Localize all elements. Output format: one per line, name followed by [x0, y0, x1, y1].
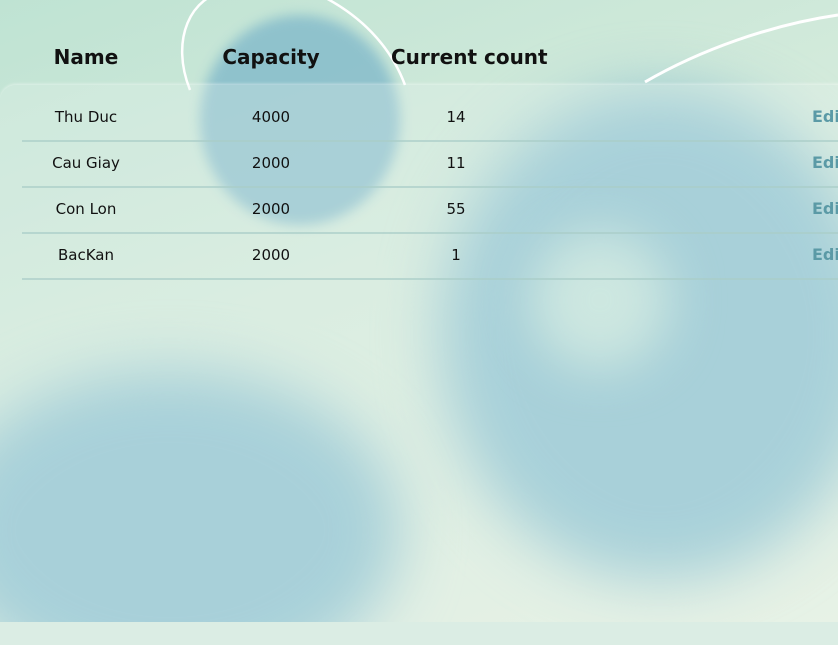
table-cell: 11	[446, 154, 466, 172]
blob	[200, 15, 400, 225]
table-cell: 2000	[251, 200, 291, 218]
table-cell: 1	[451, 246, 461, 264]
column-header: Current count	[391, 45, 548, 69]
table-panel	[0, 85, 838, 645]
decor-lines	[180, 0, 838, 91]
table-cell: BacKan	[57, 246, 114, 264]
table-cell: 4000	[251, 108, 291, 126]
table-cell: Con Lon	[55, 200, 117, 218]
table-row: Cau Giay 2000 11 Edit	[22, 140, 838, 188]
blob	[530, 230, 670, 370]
table-cell: Cau Giay	[52, 154, 120, 172]
table-cell: Thu Duc	[54, 108, 118, 126]
table-row: Thu Duc 4000 14 Edit	[22, 94, 838, 142]
edit-button[interactable]: Edit	[812, 153, 838, 172]
table-cell: 55	[446, 200, 466, 218]
column-header: Capacity	[222, 45, 320, 69]
edit-button[interactable]: Edit	[812, 245, 838, 264]
page: Name Capacity Current count Thu Duc 4000 14 Ed…	[0, 0, 838, 622]
table-row: Con Lon 2000 55 Edit	[22, 186, 838, 234]
table-cell: 2000	[251, 246, 291, 264]
edit-button[interactable]: Edit	[812, 199, 838, 218]
background	[0, 0, 838, 622]
table-cell: 14	[446, 108, 466, 126]
table-row: BacKan 2000 1 Edit	[22, 232, 838, 280]
edit-button[interactable]: Edit	[812, 107, 838, 126]
table-cell: 2000	[251, 154, 291, 172]
column-header: Name	[53, 45, 119, 69]
